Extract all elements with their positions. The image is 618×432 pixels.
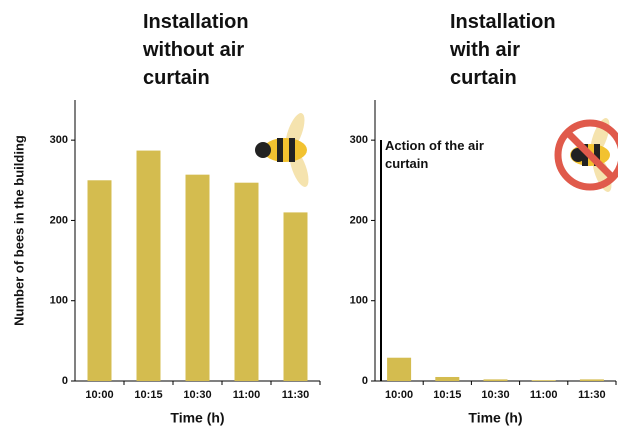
bar [484,379,508,381]
y-tick-label: 200 [350,214,368,226]
bar [186,175,210,381]
bar [532,380,556,381]
x-tick-label: 10:15 [134,389,162,401]
y-tick-label: 300 [50,134,68,146]
chart-title: Installation without air curtain [143,8,273,92]
x-tick-label: 11:00 [233,389,261,401]
bar [580,379,604,381]
y-tick-label: 100 [350,295,368,307]
y-tick-label: 100 [50,295,68,307]
x-tick-label: 10:00 [85,389,113,401]
y-tick-label: 300 [350,134,368,146]
bar [88,180,112,381]
y-tick-label: 200 [50,214,68,226]
page: 0 100 200 300 10:00 10:15 10:30 11:00 11:30 Time … [0,0,618,432]
bar [235,183,259,381]
bar [387,358,411,381]
x-tick-label: 10:30 [481,389,509,401]
y-axis-label: Number of bees in the building [11,135,26,326]
x-tick-label: 10:15 [433,389,461,401]
x-tick-label: 11:30 [578,389,606,401]
annotation: Action of the air curtain [385,137,495,173]
chart-title: Installation with air curtain [450,8,580,92]
x-tick-label: 11:30 [282,389,310,401]
y-tick-label: 0 [362,375,368,387]
x-tick-label: 10:30 [183,389,211,401]
y-tick-label: 0 [62,375,68,387]
x-axis-label: Time (h) [468,410,522,426]
x-axis-label: Time (h) [170,410,224,426]
bar [284,212,308,381]
x-tick-label: 11:00 [530,389,558,401]
x-tick-label: 10:00 [385,389,413,401]
no-bee-icon [558,116,618,194]
bar [137,151,161,381]
bee-icon [255,111,312,189]
bar [435,377,459,381]
